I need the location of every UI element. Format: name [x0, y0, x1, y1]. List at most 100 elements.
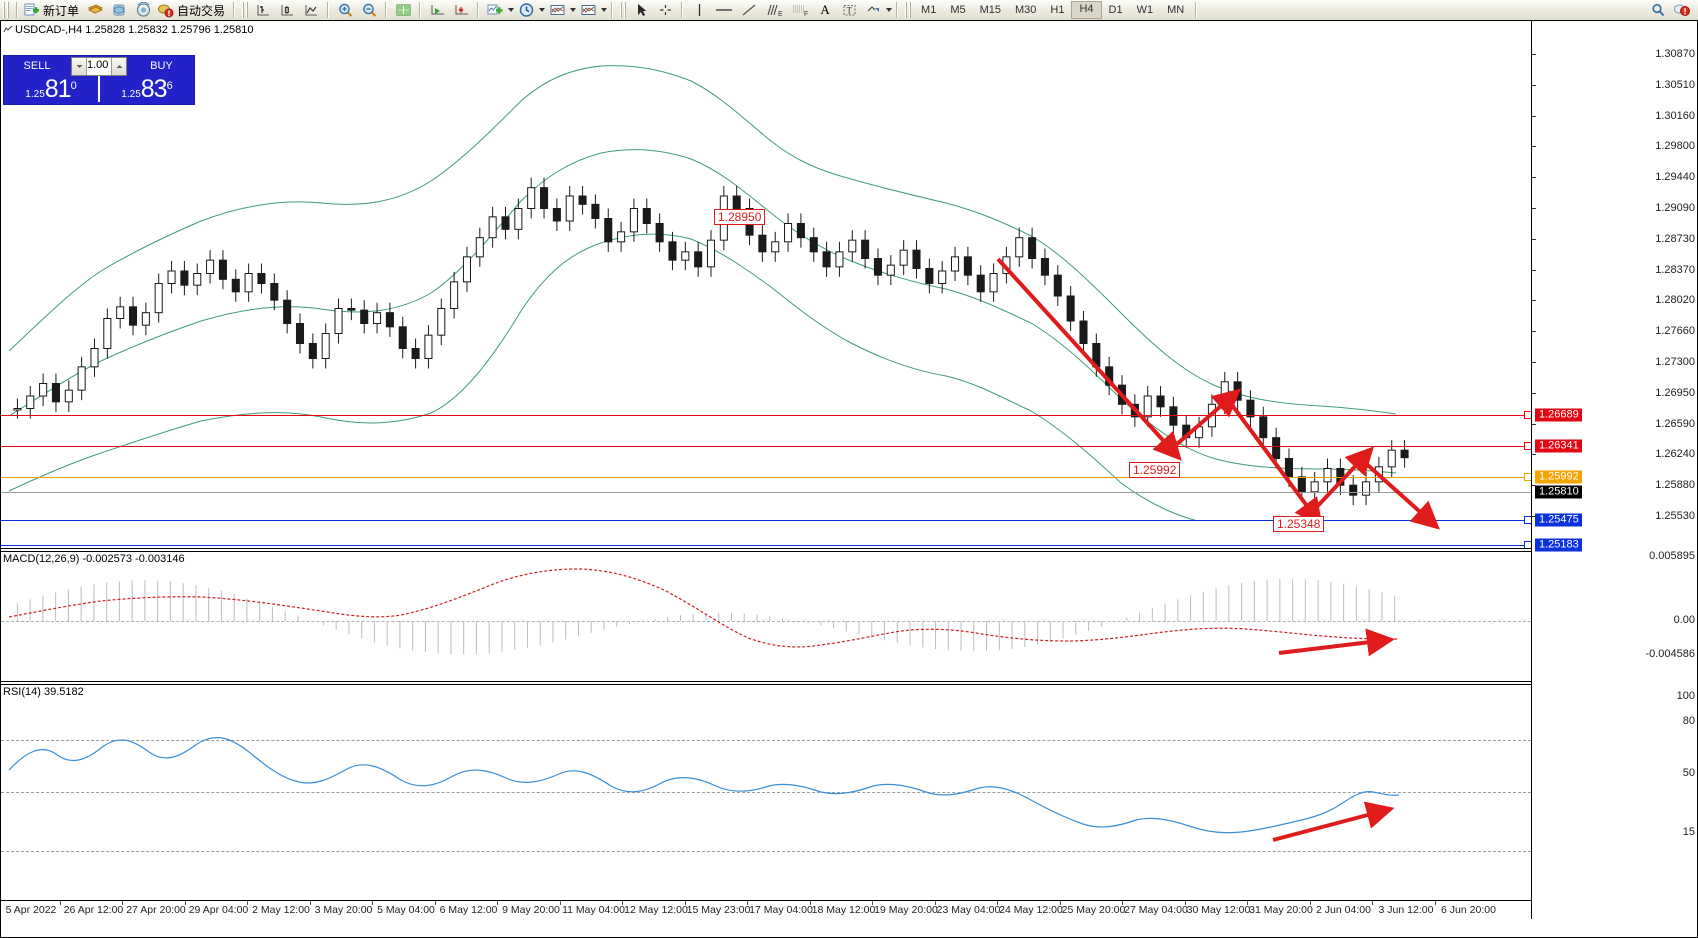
- chart-plot-area[interactable]: USDCAD-,H4 1.25828 1.25832 1.25796 1.258…: [1, 21, 1531, 919]
- price-tag-current: 1.25810: [1535, 485, 1582, 499]
- toolbar-grip[interactable]: [905, 2, 912, 18]
- timeframe-m30[interactable]: M30: [1015, 4, 1037, 16]
- lot-size-value[interactable]: 1.00: [87, 58, 109, 71]
- timeframe-m1[interactable]: M1: [921, 4, 937, 16]
- price-axis[interactable]: 1.26689 1.26341 1.25992 1.25810 1.25475 …: [1531, 21, 1697, 919]
- trendline-icon[interactable]: [737, 1, 761, 19]
- price-tag-resistance-1[interactable]: 1.26689: [1535, 408, 1582, 422]
- lot-size-stepper[interactable]: 1.00: [71, 56, 128, 76]
- chart-shift-icon[interactable]: [425, 1, 449, 19]
- fibo-icon[interactable]: E: [761, 1, 787, 19]
- buy-button[interactable]: BUY: [150, 60, 173, 72]
- rsi-level-50: [1, 792, 1531, 793]
- timeframe-d1[interactable]: D1: [1108, 4, 1123, 16]
- search-icon[interactable]: [1646, 1, 1670, 19]
- templates-icon[interactable]: [545, 1, 569, 19]
- price-tag-support-2[interactable]: 1.25183: [1535, 538, 1582, 552]
- sell-button[interactable]: SELL: [23, 60, 51, 72]
- vline-icon[interactable]: [687, 1, 711, 19]
- symbol-info-line: USDCAD-,H4 1.25828 1.25832 1.25796 1.258…: [15, 24, 254, 36]
- resistance-line-1-handle[interactable]: [1524, 411, 1531, 419]
- one-click-trading-panel[interactable]: SELL 1.00 BUY 1.25 81 0 1.: [3, 55, 195, 105]
- cloud-icon[interactable]: [107, 1, 131, 19]
- timeframe-h4[interactable]: H4: [1071, 1, 1102, 19]
- new-order-button[interactable]: 新订单: [22, 1, 83, 19]
- date-tick-label: 11 May 04:00: [562, 904, 625, 916]
- date-tick-label: 24 May 12:00: [999, 904, 1063, 916]
- annotation-mid[interactable]: 1.25992: [1129, 462, 1181, 478]
- toolbar-grip[interactable]: [620, 2, 627, 18]
- lot-decrement-icon[interactable]: [72, 57, 87, 75]
- fibo-f-icon[interactable]: F: [787, 1, 813, 19]
- timeframe-m15[interactable]: M15: [979, 4, 1001, 16]
- date-tick: [434, 901, 436, 905]
- resistance-line-1[interactable]: [1, 415, 1531, 416]
- date-tick: [372, 901, 373, 905]
- timeframe-h1[interactable]: H1: [1050, 4, 1065, 16]
- label-icon[interactable]: T: [837, 1, 861, 19]
- bar-chart-icon[interactable]: [251, 1, 275, 19]
- price-tick-dash: [1532, 300, 1536, 302]
- hline-icon[interactable]: [711, 1, 737, 19]
- buy-price[interactable]: 1.25 83 6: [100, 76, 194, 102]
- cursor-icon[interactable]: [629, 1, 653, 19]
- price-tick-label: 1.29440: [1655, 171, 1695, 184]
- signal-icon[interactable]: [131, 1, 155, 19]
- support-line-1[interactable]: [1, 520, 1531, 521]
- macd-zero-line: [1, 621, 1531, 622]
- macd-panel[interactable]: MACD(12,26,9) -0.002573 -0.003146: [1, 548, 1531, 678]
- data-window-icon[interactable]: [391, 1, 415, 19]
- price-tick-dash: [1532, 485, 1536, 487]
- price-tag-support-1[interactable]: 1.25475: [1535, 513, 1582, 527]
- sell-price-prefix: 1.25: [25, 89, 45, 100]
- timeframe-w1[interactable]: W1: [1136, 4, 1154, 16]
- chevron-down-icon[interactable]: [601, 8, 608, 12]
- toolbar-grip[interactable]: [242, 2, 249, 18]
- toolbar-grip[interactable]: [3, 2, 9, 18]
- resistance-line-2[interactable]: [1, 446, 1531, 447]
- templates-icon[interactable]: [576, 1, 600, 19]
- chevron-down-icon[interactable]: [886, 8, 893, 12]
- price-tick-label: 1.29800: [1655, 140, 1695, 153]
- timeframe-mn[interactable]: MN: [1167, 4, 1185, 16]
- text-icon[interactable]: A: [820, 2, 830, 17]
- price-tag-pivot[interactable]: 1.25992: [1535, 470, 1582, 484]
- shapes-icon[interactable]: [861, 1, 885, 19]
- autotrading-button[interactable]: 自动交易: [155, 1, 229, 19]
- rsi-level-15: [1, 851, 1531, 852]
- rsi-panel[interactable]: RSI(14) 39.5182: [1, 681, 1531, 901]
- date-tick-label: 19 May 20:00: [874, 904, 938, 916]
- macd-tick-zero: 0.00: [1673, 614, 1695, 626]
- period-clock-icon[interactable]: [514, 1, 538, 19]
- line-chart-icon[interactable]: [299, 1, 323, 19]
- price-tick-label: 1.25530: [1655, 510, 1695, 522]
- chevron-down-icon[interactable]: [570, 8, 577, 12]
- zoom-in-icon[interactable]: [333, 1, 357, 19]
- auto-scroll-icon[interactable]: [449, 1, 473, 19]
- alert-icon[interactable]: [1670, 1, 1694, 19]
- zoom-out-icon[interactable]: [357, 1, 381, 19]
- chevron-down-icon[interactable]: [539, 8, 546, 12]
- date-tick-label: 26 Apr 12:00: [63, 904, 124, 916]
- price-tag-resistance-2[interactable]: 1.26341: [1535, 439, 1582, 453]
- resistance-line-2-handle[interactable]: [1524, 442, 1531, 450]
- candlestick-icon[interactable]: [275, 1, 299, 19]
- price-tick-dash: [1532, 146, 1536, 148]
- crosshair-icon[interactable]: [653, 1, 677, 19]
- support-line-1-handle[interactable]: [1524, 516, 1531, 524]
- support-line-2[interactable]: [1, 545, 1531, 546]
- timeframe-m5[interactable]: M5: [950, 4, 966, 16]
- date-tick: [684, 901, 686, 905]
- current-price-line: [1, 492, 1531, 493]
- lot-increment-icon[interactable]: [111, 57, 127, 75]
- annotation-low[interactable]: 1.25348: [1273, 516, 1325, 532]
- pivot-line-handle[interactable]: [1524, 473, 1531, 481]
- chevron-down-icon[interactable]: [508, 8, 515, 12]
- book-icon[interactable]: [83, 1, 107, 19]
- add-indicator-icon[interactable]: [483, 1, 507, 19]
- sell-price[interactable]: 1.25 81 0: [4, 76, 98, 102]
- annotation-high[interactable]: 1.28950: [714, 209, 766, 225]
- price-tick-label: 1.30510: [1655, 78, 1695, 91]
- date-tick: [934, 901, 936, 905]
- pivot-line[interactable]: [1, 477, 1531, 478]
